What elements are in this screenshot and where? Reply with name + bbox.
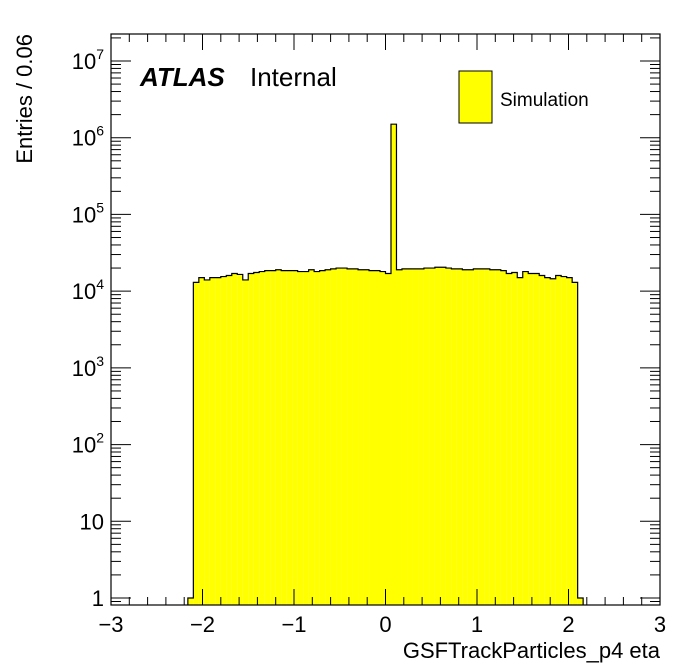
y-axis-ticks: 1 10 102 103 104 105 106 107 [72,37,660,611]
histogram-bar [281,270,287,605]
histogram-bar [407,268,413,605]
histogram-bar [561,276,567,605]
histogram-bar [303,271,309,605]
histogram-bar [533,273,540,605]
histogram-bar [226,275,232,605]
legend-label-simulation: Simulation [500,90,589,111]
internal-label: Internal [250,62,337,92]
y-tick-label: 103 [72,353,104,381]
histogram-bar [418,268,424,605]
histogram-bar [440,267,446,605]
histogram-bar [253,272,260,605]
histogram-bars [187,124,584,606]
histogram-bar [434,267,441,605]
y-tick-label: 107 [72,46,104,74]
histogram-bar [495,269,501,605]
x-tick-label: 0 [379,612,391,637]
histogram-bar [484,268,490,605]
legend-swatch-simulation [458,70,493,124]
y-tick-label: 10 [80,509,104,534]
histogram-bar [456,268,463,605]
y-tick-label: 1 [92,586,104,611]
y-tick-label: 105 [72,199,104,227]
x-tick-label: −2 [190,612,215,637]
histogram-bar [198,277,205,605]
histogram-bar [336,268,342,605]
histogram-bar [193,282,199,605]
x-tick-label: 3 [654,612,666,637]
histogram-bar [572,282,578,605]
x-axis-ticks: −3 −2 −1 0 1 2 3 [98,34,666,637]
histogram-bar [259,271,265,605]
histogram-bar [429,268,435,605]
histogram-bar [390,124,397,606]
histogram-bar [325,269,331,605]
histogram-bar [330,268,337,605]
histogram-bar [517,277,523,605]
y-tick-label: 106 [72,123,104,151]
histogram-bar [363,269,370,605]
histogram-bar [462,269,468,605]
histogram-bar [308,269,315,605]
x-tick-label: −3 [98,612,123,637]
histogram-bar [292,270,298,605]
histogram-bar [248,273,254,605]
y-tick-label: 104 [72,276,104,304]
histogram-bar [352,268,359,605]
histogram-bar [550,278,556,605]
histogram-bar [297,271,304,605]
histogram-bar [220,276,227,605]
atlas-label: ATLAS [139,62,225,92]
histogram-bar [347,268,353,605]
histogram-bar [396,269,402,605]
histogram-bar [209,277,216,605]
histogram-bar [385,273,391,605]
histogram-bar [264,270,271,605]
histogram-bar [369,270,375,605]
y-axis-title: Entries / 0.06 [12,34,37,164]
histogram-bar [539,275,545,605]
histogram-bar [341,268,348,605]
histogram-bar [478,268,485,605]
histogram-bar [319,270,326,605]
x-tick-label: −1 [281,612,306,637]
histogram-bar [528,273,534,605]
x-axis-title: GSFTrackParticles_p4 eta [403,638,661,663]
histogram-bar [242,279,249,605]
histogram-bar [522,271,529,605]
histogram-bar [423,268,430,605]
histogram-bar [467,269,474,605]
histogram-bar [489,269,496,605]
x-tick-label: 2 [562,612,574,637]
histogram-outline [187,123,584,605]
histogram-bar [500,270,507,605]
histogram-bar [374,270,381,605]
histogram-bar [215,277,221,605]
histogram-bar [401,268,408,605]
histogram-bar [314,271,320,605]
histogram-bar [187,598,194,605]
histogram-bar [473,268,479,605]
histogram-bar [237,274,243,605]
histogram-bar [445,268,452,605]
histogram-bar [275,269,282,605]
histogram-bar [412,268,419,605]
histogram-bar [358,269,364,605]
histogram-bar [231,273,238,605]
histogram-bar [577,598,584,605]
histogram-bar [270,270,276,605]
legend: Simulation [458,70,589,124]
histogram-bar [555,275,562,605]
histogram-bar [544,277,551,605]
histogram-bar [286,270,293,605]
y-tick-label: 102 [72,430,104,458]
histogram-bar [506,273,512,605]
histogram-bar [380,271,386,605]
histogram-bar [451,268,457,605]
histogram-bar [511,272,518,605]
histogram-bar [204,279,210,605]
histogram-bar [566,277,573,605]
x-tick-label: 1 [471,612,483,637]
